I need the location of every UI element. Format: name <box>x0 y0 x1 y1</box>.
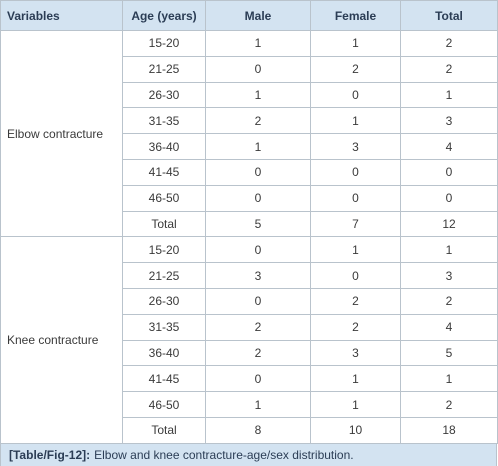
table-row: Knee contracture 15-20 0 1 1 <box>0 236 498 444</box>
count-cell: 7 <box>310 210 401 238</box>
count-cell: 0 <box>205 236 311 264</box>
age-cell: 21-25 <box>122 55 206 83</box>
count-cell: 1 <box>205 133 311 160</box>
table-header: Variables Age (years) Male Female Total <box>0 0 498 31</box>
count-cell: 1 <box>310 391 401 418</box>
age-cell: 15-20 <box>122 30 206 57</box>
count-cell: 2 <box>310 287 401 315</box>
count-cell: 10 <box>310 416 401 444</box>
count-cell: 1 <box>400 81 498 109</box>
table-row: 46-50 1 1 2 <box>1 391 498 418</box>
count-cell: 2 <box>310 55 401 83</box>
count-cell: 1 <box>310 236 401 264</box>
count-cell: 1 <box>310 365 401 393</box>
count-cell: 0 <box>400 158 498 186</box>
age-cell: 41-45 <box>122 158 206 186</box>
caption: [Table/Fig-12]: Elbow and knee contractur… <box>0 443 497 466</box>
count-cell: 4 <box>400 313 498 341</box>
count-cell: 1 <box>310 107 401 135</box>
age-cell: 15-20 <box>122 236 206 264</box>
table-row: 41-45 0 1 1 <box>1 365 498 393</box>
age-cell: 31-35 <box>122 313 206 341</box>
header-cell: Variables <box>0 0 123 31</box>
age-cell: 21-25 <box>122 262 206 289</box>
header-cell: Total <box>400 0 498 31</box>
count-cell: 1 <box>400 236 498 264</box>
count-cell: 0 <box>205 184 311 212</box>
count-cell: 2 <box>310 313 401 341</box>
caption-label: [Table/Fig-12]: <box>9 447 91 462</box>
table-row: 41-45 0 0 0 <box>1 158 498 186</box>
count-cell: 3 <box>400 107 498 135</box>
table-row: Total 5 7 12 <box>1 210 498 238</box>
group-label: Elbow contracture <box>0 29 123 238</box>
count-cell: 5 <box>205 210 311 238</box>
count-cell: 3 <box>205 262 311 289</box>
count-cell: 0 <box>310 262 401 289</box>
count-cell: 1 <box>205 30 311 57</box>
count-cell: 1 <box>205 391 311 418</box>
count-cell: 4 <box>400 133 498 160</box>
count-cell: 12 <box>400 210 498 238</box>
count-cell: 0 <box>205 158 311 186</box>
count-cell: 2 <box>205 107 311 135</box>
group-label: Knee contracture <box>0 236 123 444</box>
age-cell: 26-30 <box>122 81 206 109</box>
count-cell: 3 <box>400 262 498 289</box>
count-cell: 0 <box>205 287 311 315</box>
age-cell: 36-40 <box>122 339 206 367</box>
table-row: 36-40 2 3 5 <box>1 339 498 367</box>
age-cell: 46-50 <box>122 184 206 212</box>
count-cell: 2 <box>400 30 498 57</box>
age-cell: 46-50 <box>122 391 206 418</box>
count-cell: 2 <box>205 313 311 341</box>
age-cell: 36-40 <box>122 133 206 160</box>
count-cell: 5 <box>400 339 498 367</box>
count-cell: 0 <box>310 81 401 109</box>
count-cell: 0 <box>310 158 401 186</box>
age-cell: 26-30 <box>122 287 206 315</box>
count-cell: 2 <box>400 287 498 315</box>
age-cell: 31-35 <box>122 107 206 135</box>
table-body: Elbow contracture 15-20 1 1 2 21-25 0 2 2 26-30 1 0… <box>0 29 498 444</box>
count-cell: 1 <box>205 81 311 109</box>
count-cell: 1 <box>310 30 401 57</box>
table-row: 21-25 0 2 2 <box>1 55 498 83</box>
count-cell: 8 <box>205 416 311 444</box>
count-cell: 0 <box>400 184 498 212</box>
count-cell: 1 <box>400 365 498 393</box>
count-cell: 0 <box>205 365 311 393</box>
table-row: 46-50 0 0 0 <box>1 184 498 212</box>
count-cell: 18 <box>400 416 498 444</box>
header-cell: Male <box>205 0 311 31</box>
table-row: Elbow contracture 15-20 1 1 2 <box>0 29 498 238</box>
count-cell: 2 <box>400 55 498 83</box>
header-row: Variables Age (years) Male Female Total <box>0 0 498 31</box>
count-cell: 2 <box>400 391 498 418</box>
count-cell: 0 <box>310 184 401 212</box>
count-cell: 3 <box>310 339 401 367</box>
table: Variables Age (years) Male Female Total Elbo… <box>0 0 498 444</box>
age-cell: 41-45 <box>122 365 206 393</box>
count-cell: 3 <box>310 133 401 160</box>
table-row: Total 8 10 18 <box>1 416 498 444</box>
header-cell: Female <box>310 0 401 31</box>
table-row: 26-30 1 0 1 <box>1 81 498 109</box>
header-cell: Age (years) <box>122 0 206 31</box>
age-cell: Total <box>122 210 206 238</box>
table-row: 36-40 1 3 4 <box>1 133 498 160</box>
count-cell: 2 <box>205 339 311 367</box>
age-cell: Total <box>122 416 206 444</box>
caption-text: Elbow and knee contracture-age/sex distr… <box>94 447 354 462</box>
count-cell: 0 <box>205 55 311 83</box>
